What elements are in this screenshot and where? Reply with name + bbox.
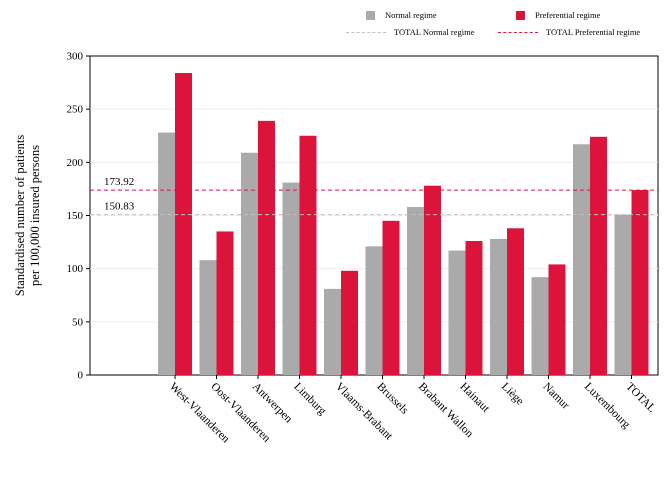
y-tick-label: 100 [67, 263, 84, 275]
legend-label-total-preferential-regime: TOTAL Preferential regime [546, 27, 641, 37]
bar-preferential-brabant-wallon [424, 185, 441, 375]
legend-label-total-normal-regime: TOTAL Normal regime [394, 27, 475, 37]
x-tick-label: Limburg [291, 381, 328, 418]
legend-label-normal-regime: Normal regime [385, 10, 437, 20]
y-axis-title: Standardised number of patientsper 100,0… [13, 135, 42, 297]
bar-normal-li-ge [490, 238, 507, 375]
legend: Normal regime Preferential regime TOTAL … [340, 6, 670, 42]
legend-line-total-preferential-regime [498, 31, 538, 33]
bar-normal-antwerpen [241, 152, 258, 375]
legend-item-total-preferential-regime: TOTAL Preferential regime [498, 27, 640, 37]
x-tick-label: TOTAL [623, 381, 657, 415]
bar-preferential-brussels [382, 220, 400, 375]
y-tick-label: 200 [67, 157, 84, 169]
x-tick-label: Brussels [374, 381, 410, 417]
bar-normal-luxembourg [573, 144, 590, 375]
y-tick-label: 150 [67, 210, 84, 222]
x-tick-label: Hainaut [457, 381, 492, 416]
bar-normal-total [614, 214, 632, 375]
bar-preferential-li-ge [507, 228, 524, 375]
bar-preferential-oost-vlaanderen [216, 231, 234, 375]
legend-item-normal-regime: Normal regime [366, 10, 437, 20]
x-tick-label: Liège [499, 381, 526, 408]
bar-normal-west-vlaanderen [158, 132, 175, 375]
x-tick-label: Antwerpen [250, 381, 295, 426]
legend-line-total-normal-regime [346, 31, 386, 33]
bar-normal-vlaams-brabant [324, 288, 341, 375]
y-tick-label: 50 [72, 316, 84, 328]
reference-line-label-preferential: 173.92 [104, 176, 134, 188]
bar-preferential-west-vlaanderen [175, 73, 192, 375]
legend-item-total-normal-regime: TOTAL Normal regime [346, 27, 475, 37]
bar-preferential-luxembourg [590, 136, 607, 375]
x-tick-label: Namur [540, 381, 571, 412]
bar-preferential-vlaams-brabant [341, 270, 358, 375]
legend-swatch-normal-regime [366, 10, 375, 20]
bar-normal-namur [531, 277, 549, 375]
bar-preferential-hainaut [465, 241, 483, 375]
bar-normal-oost-vlaanderen [199, 260, 217, 375]
legend-label-preferential-regime: Preferential regime [535, 10, 601, 20]
bar-normal-brabant-wallon [407, 206, 424, 375]
y-tick-label: 0 [78, 370, 84, 382]
bar-normal-limburg [282, 182, 300, 375]
bar-preferential-antwerpen [258, 120, 275, 375]
legend-item-preferential-regime: Preferential regime [516, 10, 600, 20]
legend-swatch-preferential-regime [516, 10, 525, 20]
bar-preferential-namur [548, 264, 566, 375]
bar-preferential-limburg [299, 135, 317, 375]
y-tick-label: 250 [67, 104, 84, 116]
y-tick-label: 300 [67, 51, 84, 63]
bar-normal-hainaut [448, 250, 466, 375]
reference-line-label-normal: 150.83 [104, 201, 135, 213]
bar-preferential-total [631, 190, 649, 375]
bar-normal-brussels [365, 246, 383, 375]
